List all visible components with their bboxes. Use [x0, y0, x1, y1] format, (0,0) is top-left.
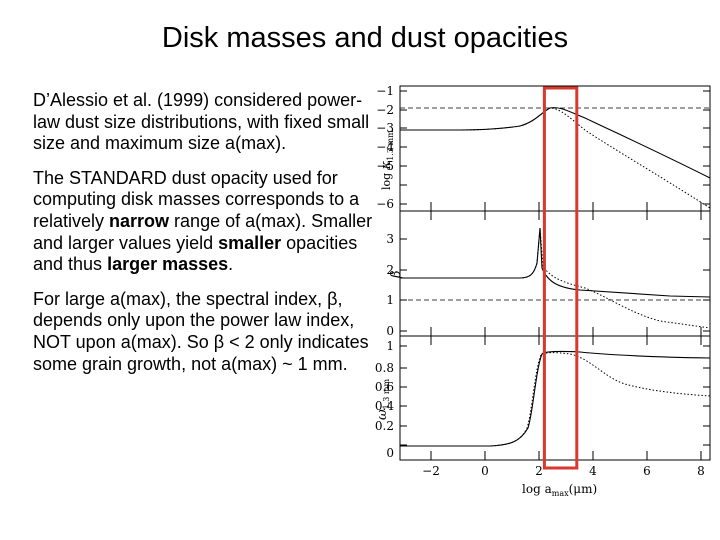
panel-albedo: 1 0.8 0.6 0.4 0.2 0 ω1.3 mm [375, 335, 711, 461]
x-tick: 8 [697, 464, 705, 478]
albedo-ytick: 0.2 [375, 419, 394, 433]
paragraph-standard-opacity: The STANDARD dust opacity used for compu… [33, 168, 378, 276]
x-tick: 2 [535, 464, 543, 478]
beta-curve-dotted [400, 227, 711, 329]
slide-title: Disk masses and dust opacities [161, 22, 569, 54]
beta-ytick: 3 [386, 232, 394, 246]
panel-beta: 3 2 1 0 β [386, 210, 711, 338]
albedo-ylabel: ω1.3 mm [375, 379, 391, 420]
opacity-ytick: −1 [376, 84, 394, 98]
text-run: range of a(max). Smaller and larger valu… [33, 210, 373, 253]
albedo-ytick: 0.4 [375, 399, 394, 413]
panel-albedo-frame [399, 335, 711, 461]
x-tick: 4 [589, 464, 597, 478]
text-run: . [228, 254, 234, 275]
albedo-ytick: 0.6 [375, 380, 394, 394]
paragraph-intro: D’Alessio et al. (1999) considered power… [33, 90, 378, 155]
opacity-ytick: −2 [376, 103, 394, 117]
beta-ylabel: β [389, 270, 404, 279]
opacity-ytick: −4 [376, 140, 394, 154]
highlight-box [542, 86, 579, 470]
emphasis-text: narrow [109, 210, 170, 231]
figure-svg: −1 −2 −3 −4 −5 −6 log κ1.3 mm [375, 84, 711, 498]
opacity-curve-dotted [400, 107, 711, 209]
opacity-ytick: −3 [376, 121, 394, 135]
x-axis-label: log amax(μm) [522, 482, 597, 498]
x-tick-labels: −2 0 2 4 6 8 [422, 464, 705, 478]
emphasis-text: smaller [218, 232, 282, 253]
x-tick: −2 [422, 464, 440, 478]
panel-beta-ticks [400, 211, 710, 336]
beta-curve-solid [400, 227, 711, 298]
panel-opacity-frame [399, 85, 711, 212]
opacity-curve-solid [400, 107, 711, 179]
text-run: The STANDARD dust opacity used for compu… [33, 167, 360, 231]
slide-body: D’Alessio et al. (1999) considered power… [33, 90, 378, 388]
albedo-ytick: 0.8 [375, 361, 394, 375]
albedo-curve-solid [400, 350, 711, 447]
panel-opacity-ticks [400, 90, 710, 211]
opacity-ytick: −5 [376, 159, 394, 173]
beta-ytick: 0 [386, 324, 394, 338]
text-run: D’Alessio et al. (1999) considered power… [33, 90, 370, 154]
panel-beta-frame [399, 210, 711, 337]
x-tick: 6 [643, 464, 651, 478]
albedo-ytick: 1 [386, 339, 394, 353]
opacity-ylabel: log κ1.3 mm [379, 130, 395, 190]
dust-opacity-figure: −1 −2 −3 −4 −5 −6 log κ1.3 mm [370, 78, 715, 498]
text-run: For large a(max), the spectral index, β,… [33, 288, 369, 374]
emphasis-text: larger masses [107, 254, 229, 275]
paragraph-spectral-index: For large a(max), the spectral index, β,… [33, 289, 378, 375]
albedo-ytick: 0 [386, 446, 394, 460]
beta-ytick: 2 [386, 263, 394, 277]
x-tick: 0 [481, 464, 489, 478]
panel-albedo-ticks [400, 336, 710, 460]
beta-ytick: 1 [386, 293, 394, 307]
albedo-curve-dotted [400, 352, 711, 447]
text-run: opacities and thus [33, 232, 358, 275]
opacity-ytick: −6 [376, 197, 394, 211]
